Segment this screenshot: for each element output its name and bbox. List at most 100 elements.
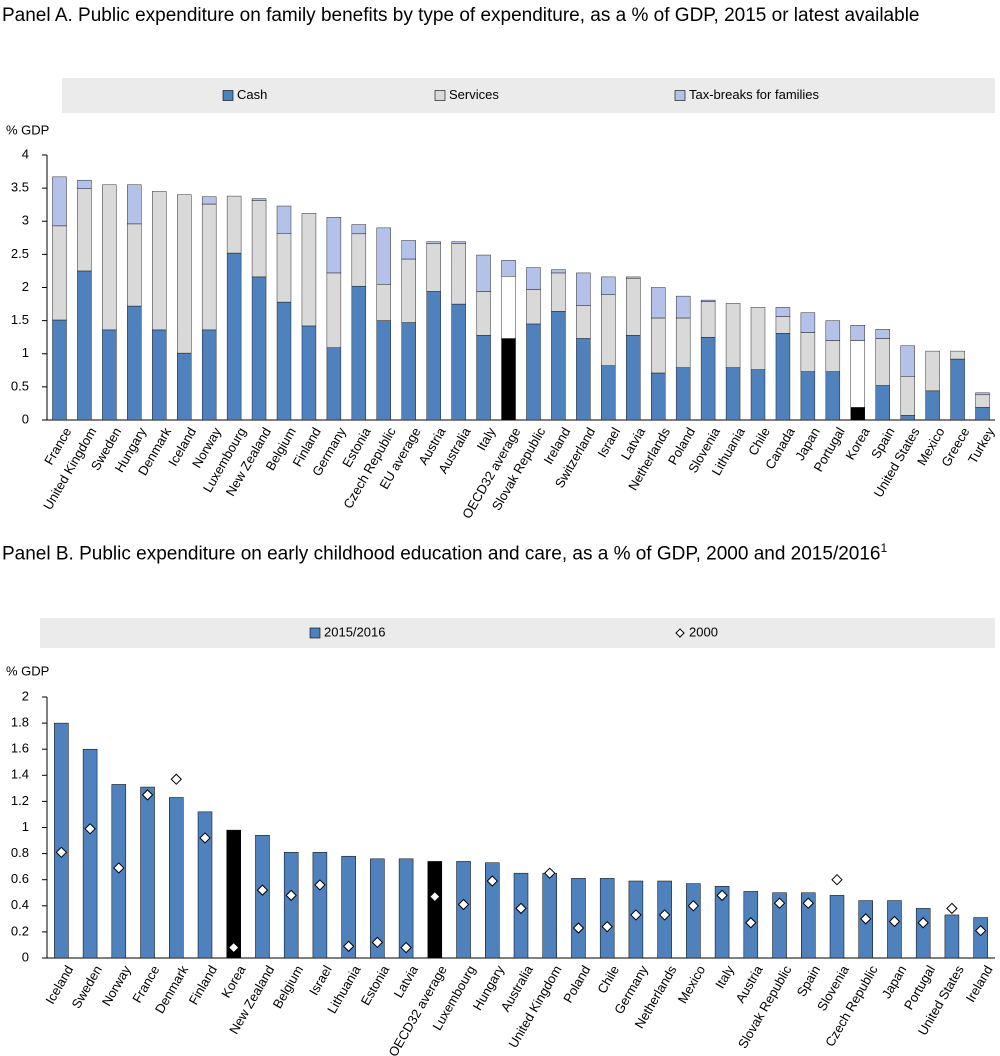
bar-segment — [52, 225, 67, 321]
bar-segment — [551, 269, 566, 274]
legend-swatch — [222, 90, 234, 101]
bar-segment — [775, 333, 791, 421]
bar — [197, 811, 213, 959]
bar — [772, 892, 787, 959]
bar-segment — [476, 335, 491, 421]
y-tick-label: 1.8 — [11, 715, 29, 730]
marker — [860, 913, 872, 925]
bar — [887, 900, 902, 959]
x-tick-label: Mexico — [675, 963, 709, 1006]
bar-segment — [326, 272, 342, 348]
bar-segment — [675, 367, 691, 421]
y-tick-label: 0.2 — [11, 923, 29, 938]
bar-segment — [975, 407, 990, 421]
bar-segment — [251, 276, 267, 421]
bar-segment — [651, 287, 666, 319]
bar-segment — [226, 252, 242, 421]
y-tick-label: 1 — [22, 345, 29, 360]
marker — [687, 900, 700, 912]
y-tick-label: 0 — [22, 411, 29, 426]
bar-segment — [276, 301, 292, 421]
x-tick-label: Italy — [712, 962, 737, 991]
bar-segment — [626, 335, 641, 421]
x-tick-label: Korea — [842, 424, 873, 462]
bar-segment — [601, 365, 616, 421]
bar-segment — [725, 367, 741, 421]
bar-segment — [825, 320, 841, 341]
x-tick-label: Latvia — [391, 962, 422, 1000]
marker — [113, 862, 125, 874]
bar-segment — [975, 394, 990, 408]
x-tick-label: Finland — [186, 963, 220, 1007]
marker — [141, 789, 154, 801]
legend-box — [62, 78, 995, 113]
bar — [283, 852, 299, 959]
marker — [84, 823, 96, 835]
legend-swatch — [309, 627, 321, 639]
marker — [228, 941, 240, 954]
marker — [55, 846, 68, 859]
x-tick-label: Spain — [794, 963, 824, 999]
x-tick-label: Norway — [99, 962, 134, 1008]
marker — [170, 773, 182, 785]
bar-segment — [326, 347, 342, 421]
marker — [745, 917, 757, 929]
bar-segment — [601, 276, 616, 295]
title-text: Panel A. Public expenditure on family be… — [2, 5, 920, 26]
marker — [802, 897, 814, 909]
marker — [888, 915, 901, 928]
marker — [314, 879, 326, 891]
marker — [486, 875, 498, 887]
x-tick-label: Korea — [218, 962, 249, 1000]
bar-segment — [551, 272, 566, 312]
marker — [515, 902, 527, 915]
x-tick-label: Slovak Republic — [735, 962, 795, 1051]
bar-segment — [900, 376, 915, 416]
bar — [571, 878, 586, 959]
bar-segment — [975, 392, 990, 396]
bar-segment — [102, 329, 117, 421]
marker — [256, 884, 269, 896]
bar — [829, 895, 845, 959]
bar-segment — [850, 325, 865, 341]
legend-label: Cash — [237, 87, 267, 102]
bar-segment — [501, 276, 516, 339]
x-tick-label: Israel — [306, 963, 335, 998]
bar-segment — [177, 194, 192, 354]
x-tick-label: Estonia — [358, 962, 393, 1008]
y-tick-label: 0.6 — [11, 871, 29, 886]
marker — [199, 832, 211, 844]
marker — [917, 917, 929, 929]
marker — [572, 922, 585, 934]
x-tick-label: Japan — [879, 963, 910, 1001]
y-tick-label: 1.4 — [11, 767, 29, 782]
y-tick-label: 1.5 — [11, 312, 29, 327]
bar-segment — [875, 329, 890, 339]
legend-label: 2015/2016 — [324, 624, 385, 639]
bar — [54, 722, 69, 959]
marker — [601, 920, 613, 933]
bar-segment — [127, 223, 142, 307]
bar-segment — [950, 358, 965, 421]
bar-segment — [850, 340, 865, 408]
bar — [255, 835, 270, 959]
bar — [858, 900, 873, 959]
bar-segment — [576, 272, 591, 306]
bar — [312, 852, 328, 959]
x-tick-label: Ireland — [963, 963, 996, 1005]
marker — [716, 889, 728, 902]
bar-segment — [501, 260, 516, 277]
bar-segment — [875, 385, 890, 421]
bar-segment — [426, 241, 441, 244]
marker — [630, 909, 642, 921]
bar-segment — [626, 276, 641, 279]
bar — [140, 786, 155, 959]
y-tick-label: 1.6 — [11, 741, 29, 756]
marker — [773, 897, 786, 909]
bar-segment — [700, 336, 716, 421]
x-tick-label: Chile — [594, 963, 622, 996]
bar — [944, 914, 960, 959]
bar-segment — [77, 270, 92, 421]
bar — [169, 797, 184, 959]
marker — [285, 889, 297, 902]
